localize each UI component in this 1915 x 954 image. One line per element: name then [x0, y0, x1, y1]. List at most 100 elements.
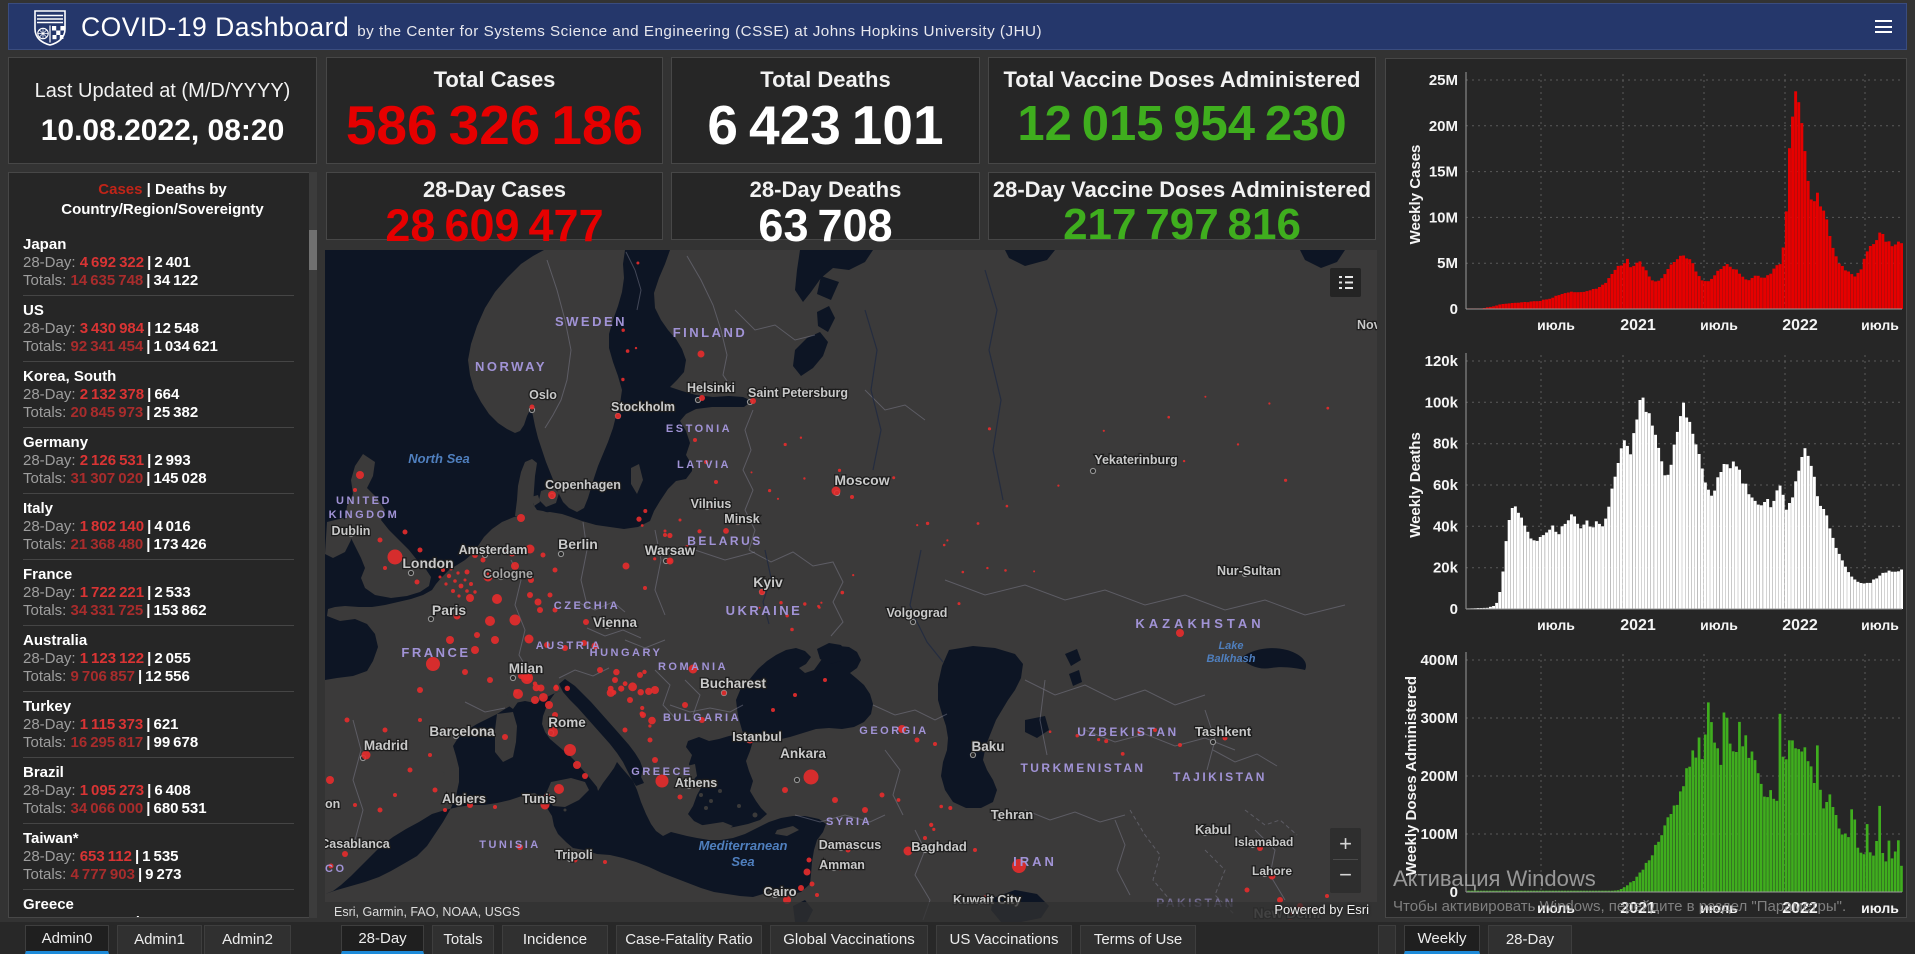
svg-text:Bucharest: Bucharest — [700, 676, 767, 691]
svg-text:Tunis: Tunis — [522, 791, 556, 806]
svg-text:Athens: Athens — [675, 776, 717, 790]
svg-text:HUNGARY: HUNGARY — [590, 647, 663, 659]
svg-text:20M: 20M — [1429, 118, 1458, 135]
svg-text:TUNISIA: TUNISIA — [479, 839, 541, 851]
svg-text:Moscow: Moscow — [834, 472, 889, 488]
svg-text:Tashkent: Tashkent — [1195, 724, 1252, 739]
svg-text:Cairo: Cairo — [763, 884, 796, 899]
svg-text:июль: июль — [1861, 317, 1899, 333]
svg-text:Stockholm: Stockholm — [611, 400, 675, 414]
svg-text:Paris: Paris — [432, 602, 466, 618]
svg-text:Mediterranean: Mediterranean — [699, 838, 788, 853]
svg-text:60k: 60k — [1433, 477, 1459, 494]
svg-text:Milan: Milan — [509, 661, 544, 676]
svg-text:200M: 200M — [1420, 768, 1458, 785]
svg-text:Yekaterinburg: Yekaterinburg — [1094, 453, 1177, 467]
svg-text:Weekly Deaths: Weekly Deaths — [1407, 432, 1424, 538]
svg-text:Casablanca: Casablanca — [325, 837, 391, 851]
svg-text:Baghdad: Baghdad — [911, 839, 967, 854]
svg-text:июль: июль — [1700, 617, 1738, 633]
svg-text:Cologne: Cologne — [483, 567, 533, 581]
svg-text:on: on — [325, 797, 340, 811]
svg-text:0: 0 — [1450, 601, 1458, 618]
svg-text:2022: 2022 — [1782, 617, 1818, 634]
svg-text:TURKMENISTAN: TURKMENISTAN — [1020, 761, 1145, 775]
svg-text:Barcelona: Barcelona — [429, 724, 495, 739]
svg-text:100k: 100k — [1425, 394, 1459, 411]
svg-text:Helsinki: Helsinki — [687, 381, 735, 395]
svg-text:CZECHIA: CZECHIA — [554, 600, 620, 612]
svg-text:июль: июль — [1537, 617, 1575, 633]
svg-text:80k: 80k — [1433, 436, 1459, 453]
svg-text:Algiers: Algiers — [442, 791, 486, 806]
svg-text:LATVIA: LATVIA — [677, 459, 731, 471]
svg-text:Kabul: Kabul — [1195, 822, 1231, 837]
svg-text:IRAN: IRAN — [1013, 854, 1057, 869]
svg-text:300M: 300M — [1420, 710, 1458, 727]
svg-text:Nur-Sultan: Nur-Sultan — [1217, 564, 1281, 578]
svg-text:Dublin: Dublin — [332, 524, 371, 538]
svg-text:CO: CO — [325, 863, 347, 875]
svg-text:Vilnius: Vilnius — [691, 497, 732, 511]
svg-text:BELARUS: BELARUS — [687, 534, 763, 548]
svg-text:июль: июль — [1700, 317, 1738, 333]
svg-text:Weekly Cases: Weekly Cases — [1407, 145, 1424, 245]
svg-text:2021: 2021 — [1620, 900, 1656, 917]
svg-text:Lahore: Lahore — [1252, 864, 1292, 878]
svg-text:TAJIKISTAN: TAJIKISTAN — [1173, 770, 1267, 784]
svg-text:15M: 15M — [1429, 164, 1458, 181]
svg-text:Istanbul: Istanbul — [732, 729, 782, 744]
svg-text:UNITED: UNITED — [336, 495, 392, 507]
svg-text:GREECE: GREECE — [631, 766, 692, 778]
svg-text:AUSTRIA: AUSTRIA — [536, 640, 602, 652]
svg-text:2021: 2021 — [1620, 617, 1656, 634]
svg-text:120k: 120k — [1425, 353, 1459, 370]
svg-text:Amman: Amman — [819, 858, 865, 872]
svg-text:North Sea: North Sea — [408, 451, 469, 466]
svg-text:Nov: Nov — [1357, 318, 1377, 332]
svg-text:FRANCE: FRANCE — [401, 645, 470, 660]
svg-text:Ankara: Ankara — [780, 746, 826, 761]
svg-text:Lake: Lake — [1218, 640, 1243, 652]
svg-text:SYRIA: SYRIA — [826, 816, 872, 828]
svg-text:Vienna: Vienna — [593, 615, 638, 630]
svg-text:25M: 25M — [1429, 72, 1458, 89]
svg-text:июль: июль — [1700, 900, 1738, 916]
svg-text:ROMANIA: ROMANIA — [658, 661, 728, 673]
svg-text:Tripoli: Tripoli — [555, 848, 593, 862]
svg-text:июль: июль — [1537, 317, 1575, 333]
svg-text:Balkhash: Balkhash — [1207, 653, 1256, 665]
svg-text:GEORGIA: GEORGIA — [859, 725, 928, 737]
svg-text:Baku: Baku — [971, 739, 1004, 754]
svg-text:400M: 400M — [1420, 652, 1458, 669]
svg-text:London: London — [402, 555, 453, 571]
svg-text:100M: 100M — [1420, 826, 1458, 843]
svg-text:Tehran: Tehran — [991, 807, 1033, 822]
svg-text:10M: 10M — [1429, 209, 1458, 226]
svg-text:Amsterdam: Amsterdam — [459, 543, 528, 557]
svg-text:2021: 2021 — [1620, 317, 1656, 334]
svg-text:Madrid: Madrid — [364, 738, 408, 753]
svg-text:UKRAINE: UKRAINE — [726, 603, 803, 618]
svg-text:июль: июль — [1861, 900, 1899, 916]
svg-text:Berlin: Berlin — [558, 536, 598, 552]
svg-text:ESTONIA: ESTONIA — [666, 423, 732, 435]
svg-text:июль: июль — [1861, 617, 1899, 633]
svg-text:2022: 2022 — [1782, 317, 1818, 334]
svg-text:0: 0 — [1450, 884, 1458, 901]
svg-text:Islamabad: Islamabad — [1235, 835, 1294, 849]
svg-text:Minsk: Minsk — [724, 512, 759, 526]
svg-text:KAZAKHSTAN: KAZAKHSTAN — [1135, 616, 1264, 631]
svg-text:Copenhagen: Copenhagen — [545, 478, 621, 492]
svg-text:Volgograd: Volgograd — [887, 606, 948, 620]
svg-text:KINGDOM: KINGDOM — [329, 509, 400, 521]
svg-text:SWEDEN: SWEDEN — [555, 314, 627, 329]
svg-text:июль: июль — [1537, 900, 1575, 916]
svg-text:FINLAND: FINLAND — [673, 325, 748, 340]
svg-text:20k: 20k — [1433, 560, 1459, 577]
svg-text:BULGARIA: BULGARIA — [663, 712, 741, 724]
svg-text:Sea: Sea — [731, 854, 754, 869]
svg-text:5M: 5M — [1437, 255, 1458, 272]
svg-text:Weekly Doses Administered: Weekly Doses Administered — [1403, 676, 1420, 876]
svg-text:NORWAY: NORWAY — [475, 359, 547, 374]
